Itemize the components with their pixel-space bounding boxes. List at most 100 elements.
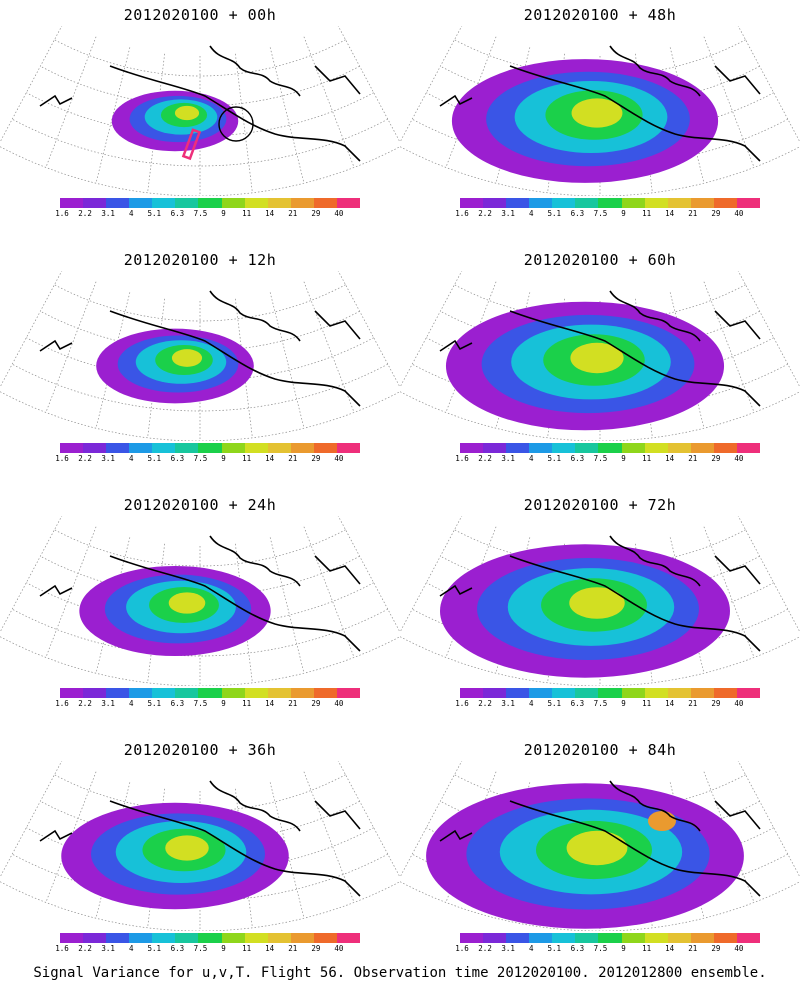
colorbar-tick-label: 21 <box>688 699 698 708</box>
colorbar <box>60 933 361 943</box>
panel-title: 2012020100 + 84h <box>523 741 677 759</box>
polar-map <box>0 761 400 931</box>
colorbar-tick-label: 2.2 <box>478 454 492 463</box>
colorbar-tick-label: 3.1 <box>501 454 515 463</box>
colorbar-swatch <box>336 443 361 453</box>
polar-map <box>0 516 400 686</box>
colorbar-swatch <box>106 443 130 453</box>
coastline <box>39 45 361 162</box>
panel-title: 2012020100 + 60h <box>523 251 677 269</box>
colorbar-tick-label: 6.3 <box>170 944 185 953</box>
colorbar-tick-label: 3.1 <box>501 699 515 708</box>
colorbar-tick-label: 5.1 <box>147 209 162 218</box>
colorbar-swatch <box>60 933 84 943</box>
colorbar-swatch <box>106 688 130 698</box>
colorbar-tick-label: 3.1 <box>101 209 115 218</box>
colorbar-swatch <box>644 198 669 208</box>
polar-map <box>400 516 800 686</box>
colorbar-swatch <box>552 933 576 943</box>
colorbar <box>60 198 361 208</box>
colorbar-tick-label: 2.2 <box>78 699 92 708</box>
panel-title: 2012020100 + 36h <box>123 741 277 759</box>
coastline <box>39 780 361 897</box>
colorbar-tick-label: 4 <box>528 699 534 708</box>
colorbar-swatch <box>736 443 761 453</box>
colorbar-tick-label: 9 <box>621 454 626 463</box>
panel-title: 2012020100 + 00h <box>123 6 277 24</box>
colorbar-tick-label: 29 <box>711 454 721 463</box>
colorbar-swatch <box>621 443 646 453</box>
colorbar-labels: 1.6 2.2 3.1 4 5.1 6.3 7.5 9 11 14 21 29 40 <box>455 454 760 466</box>
colorbar-tick-label: 29 <box>311 454 321 463</box>
colorbar-swatch <box>667 443 692 453</box>
colorbar-swatch <box>598 443 623 453</box>
colorbar-tick-label: 11 <box>642 209 652 218</box>
colorbar-swatch <box>221 443 246 453</box>
colorbar-tick-label: 29 <box>311 699 321 708</box>
panel-title: 2012020100 + 72h <box>523 496 677 514</box>
colorbar-swatch <box>713 198 738 208</box>
colorbar-tick-label: 1.6 <box>455 454 469 463</box>
colorbar-swatch <box>336 688 361 698</box>
colorbar-swatch <box>529 933 553 943</box>
colorbar-swatch <box>290 443 315 453</box>
colorbar-swatch <box>129 688 153 698</box>
colorbar-swatch <box>83 933 107 943</box>
colorbar-tick-label: 5.1 <box>547 454 562 463</box>
colorbar-swatch <box>290 198 315 208</box>
colorbar-tick-label: 9 <box>221 944 226 953</box>
colorbar-swatch <box>313 443 338 453</box>
colorbar-swatch <box>198 688 223 698</box>
colorbar-tick-label: 7.5 <box>593 944 608 953</box>
colorbar-tick-label: 29 <box>311 209 321 218</box>
colorbar-swatch <box>598 933 623 943</box>
colorbar-swatch <box>575 688 599 698</box>
colorbar-swatch <box>690 688 715 698</box>
colorbar-tick-label: 9 <box>621 209 626 218</box>
colorbar-swatch <box>290 688 315 698</box>
flight-track <box>181 128 202 161</box>
colorbar-tick-label: 4 <box>528 944 534 953</box>
contour-level <box>168 592 206 614</box>
colorbar-tick-label: 3.1 <box>101 699 115 708</box>
map-panel: 2012020100 + 36h 1.6 2.2 3.1 4 5.1 6.3 7.5 9 11 14… <box>0 735 400 980</box>
contour-level <box>165 835 209 861</box>
colorbar-tick-label: 3.1 <box>101 454 115 463</box>
colorbar-tick-label: 5.1 <box>147 454 162 463</box>
colorbar-swatch <box>152 933 176 943</box>
colorbar-swatch <box>129 198 153 208</box>
colorbar-swatch <box>713 443 738 453</box>
map-panel: 2012020100 + 60h 1.6 2.2 3.1 4 5.1 6.3 7.5 9 11 14… <box>400 245 800 490</box>
colorbar-tick-label: 2.2 <box>478 699 492 708</box>
colorbar-tick-label: 29 <box>311 944 321 953</box>
colorbar-swatch <box>175 443 199 453</box>
colorbar-swatch <box>506 933 530 943</box>
colorbar-tick-label: 7.5 <box>193 699 208 708</box>
colorbar <box>460 933 761 943</box>
colorbar-swatch <box>736 198 761 208</box>
colorbar-swatch <box>313 198 338 208</box>
colorbar-swatch <box>267 688 292 698</box>
colorbar-tick-label: 40 <box>734 454 744 463</box>
colorbar-tick-label: 11 <box>642 454 652 463</box>
colorbar-tick-label: 21 <box>288 699 298 708</box>
colorbar-tick-label: 5.1 <box>147 944 162 953</box>
colorbar-tick-label: 11 <box>242 699 252 708</box>
colorbar-tick-label: 6.3 <box>570 944 585 953</box>
colorbar-tick-label: 14 <box>265 944 275 953</box>
colorbar-tick-label: 1.6 <box>455 699 469 708</box>
colorbar-labels: 1.6 2.2 3.1 4 5.1 6.3 7.5 9 11 14 21 29 40 <box>455 699 760 711</box>
polar-map <box>400 271 800 441</box>
colorbar-tick-label: 21 <box>288 454 298 463</box>
colorbar-swatch <box>575 443 599 453</box>
colorbar-tick-label: 11 <box>242 454 252 463</box>
colorbar-tick-label: 4 <box>128 944 134 953</box>
colorbar-swatch <box>152 198 176 208</box>
map-panel: 2012020100 + 84h 1.6 2.2 3.1 4 5.1 6.3 7.5 9 11 14… <box>400 735 800 980</box>
colorbar-swatch <box>667 688 692 698</box>
colorbar-tick-label: 14 <box>665 454 675 463</box>
colorbar-tick-label: 2.2 <box>78 209 92 218</box>
polar-map <box>0 26 400 196</box>
colorbar-swatch <box>460 443 484 453</box>
colorbar <box>60 688 361 698</box>
